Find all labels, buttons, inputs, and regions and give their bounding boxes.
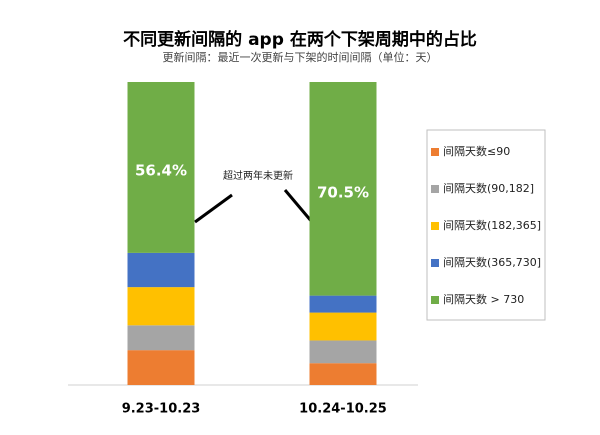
x-tick-label: 10.24-10.25 [299,402,387,417]
annotation-line [194,193,233,224]
x-tick-label: 9.23-10.23 [122,402,201,417]
legend-swatch [431,222,439,230]
legend-label: 间隔天数(182,365] [443,219,541,232]
legend-label: 间隔天数 > 730 [443,293,524,306]
legend-swatch [431,148,439,156]
bar-segment [127,252,195,288]
chart-title: 不同更新间隔的 app 在两个下架周期中的占比 [123,29,477,50]
legend-swatch [431,259,439,267]
legend-label: 间隔天数(90,182] [443,182,534,195]
annotation: 超过两年未更新 [223,169,293,182]
bar-segment [127,325,195,351]
bar-segment [309,340,377,364]
bar-segment [127,82,195,253]
bar-segment [309,82,377,296]
legend-swatch [431,185,439,193]
bar-segment [309,295,377,313]
legend-label: 间隔天数(365,730] [443,256,541,269]
legend-label: 间隔天数≤90 [443,145,510,158]
bar-segment [127,350,195,385]
bar-segment [309,363,377,385]
annotation-line [283,189,314,223]
data-label: 56.4% [135,161,187,179]
chart-subtitle: 更新间隔：最近一次更新与下架的时间间隔（单位：天） [163,50,438,64]
bar-segment [127,287,195,326]
legend-swatch [431,296,439,304]
bar-segment [309,312,377,341]
legend-box [426,129,546,321]
data-label: 70.5% [317,184,369,202]
